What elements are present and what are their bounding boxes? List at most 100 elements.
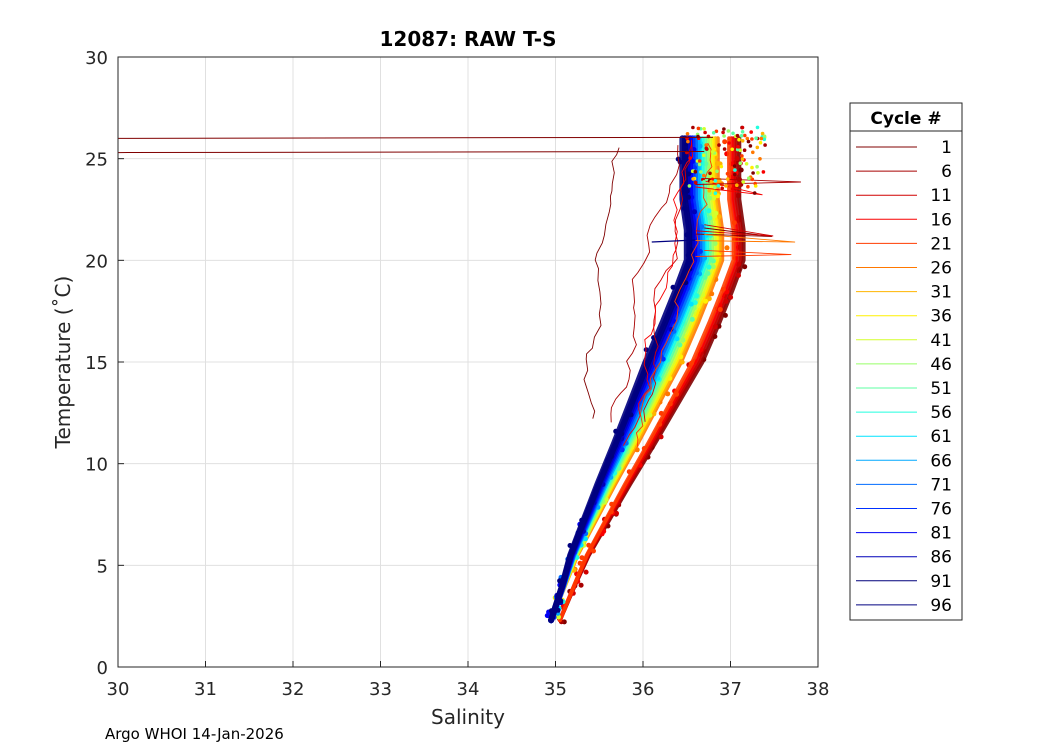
surface-point	[739, 134, 744, 138]
x-tick-label: 32	[282, 679, 305, 700]
data-point	[668, 326, 674, 332]
surface-point	[693, 180, 698, 185]
data-point	[711, 195, 716, 201]
data-point	[691, 147, 697, 152]
surface-point	[704, 143, 708, 147]
data-point	[689, 316, 695, 322]
x-tick-label: 33	[369, 679, 392, 700]
data-point	[692, 209, 697, 215]
x-tick-label: 38	[807, 679, 830, 700]
surface-point	[716, 184, 721, 188]
data-point	[586, 542, 592, 548]
surface-point	[733, 172, 737, 177]
surface-point	[738, 161, 743, 165]
surface-point	[744, 162, 749, 166]
data-point	[641, 446, 647, 451]
data-point	[626, 469, 632, 475]
surface-point	[699, 170, 703, 174]
surface-point	[696, 126, 701, 131]
surface-point	[730, 147, 734, 152]
surface-point	[702, 127, 706, 131]
surface-point	[722, 127, 726, 131]
surface-point	[720, 186, 724, 191]
data-point	[703, 298, 709, 304]
data-point	[686, 171, 692, 177]
surface-point	[708, 171, 712, 176]
surface-point	[762, 134, 767, 139]
surface-point	[728, 137, 732, 141]
surface-point	[713, 185, 717, 190]
surface-line	[117, 151, 705, 154]
surface-point	[746, 184, 750, 189]
data-point	[716, 214, 722, 220]
data-point	[647, 412, 653, 418]
data-point	[637, 462, 643, 468]
surface-point	[703, 130, 707, 135]
data-point	[712, 241, 718, 246]
surface-point	[747, 176, 751, 180]
surface-point	[740, 157, 745, 161]
data-point	[686, 194, 691, 200]
surface-point	[728, 184, 732, 189]
data-point	[684, 232, 690, 238]
surface-point	[686, 139, 690, 144]
surface-point	[751, 171, 755, 175]
data-point	[742, 264, 748, 270]
surface-point	[691, 125, 695, 130]
surface-point	[702, 173, 706, 178]
legend-label: 21	[930, 234, 952, 254]
data-point	[678, 354, 684, 360]
data-point	[711, 213, 717, 219]
data-point	[722, 139, 728, 145]
series-line-cycle-96	[548, 135, 690, 624]
legend-label: 41	[930, 331, 952, 351]
data-point	[707, 195, 713, 201]
data-point	[591, 548, 596, 554]
surface-point	[740, 125, 745, 130]
legend-label: 91	[930, 572, 952, 592]
data-point	[702, 274, 708, 280]
legend-label: 66	[930, 451, 952, 471]
surface-point	[737, 137, 741, 142]
surface-point	[745, 136, 750, 141]
data-point	[619, 447, 625, 453]
y-axis-label: Temperature (˚C)	[51, 276, 75, 450]
data-point	[724, 245, 730, 251]
data-point	[723, 298, 729, 304]
surface-point	[749, 130, 753, 134]
data-point	[706, 208, 712, 214]
data-point	[577, 560, 583, 566]
surface-line	[117, 136, 714, 139]
x-tick-label: 30	[107, 679, 130, 700]
surface-spike	[695, 234, 796, 243]
surface-point	[735, 147, 740, 152]
data-point	[665, 391, 671, 397]
data-point	[699, 224, 705, 230]
data-point	[685, 258, 691, 264]
surface-point	[687, 184, 692, 188]
y-tick-label: 10	[85, 455, 108, 476]
data-point	[658, 434, 664, 440]
surface-point	[756, 171, 760, 175]
surface-point	[715, 169, 719, 174]
surface-point	[688, 156, 692, 160]
legend: Cycle # 16111621263136414651566166717681…	[849, 102, 963, 621]
data-point	[583, 569, 589, 575]
data-point	[705, 271, 711, 276]
data-point	[674, 391, 680, 397]
data-point	[670, 284, 676, 290]
surface-point	[735, 133, 740, 138]
data-point	[709, 291, 715, 297]
y-tick-label: 5	[97, 556, 108, 577]
surface-point	[755, 145, 760, 150]
legend-label: 51	[930, 379, 952, 399]
surface-point	[760, 131, 765, 136]
data-point	[651, 411, 657, 417]
surface-point	[759, 136, 764, 141]
legend-label: 71	[930, 475, 952, 495]
legend-label: 86	[930, 548, 952, 568]
data-point	[734, 156, 740, 161]
legend-label: 46	[930, 355, 952, 375]
surface-point	[717, 143, 721, 147]
surface-point	[740, 130, 745, 134]
